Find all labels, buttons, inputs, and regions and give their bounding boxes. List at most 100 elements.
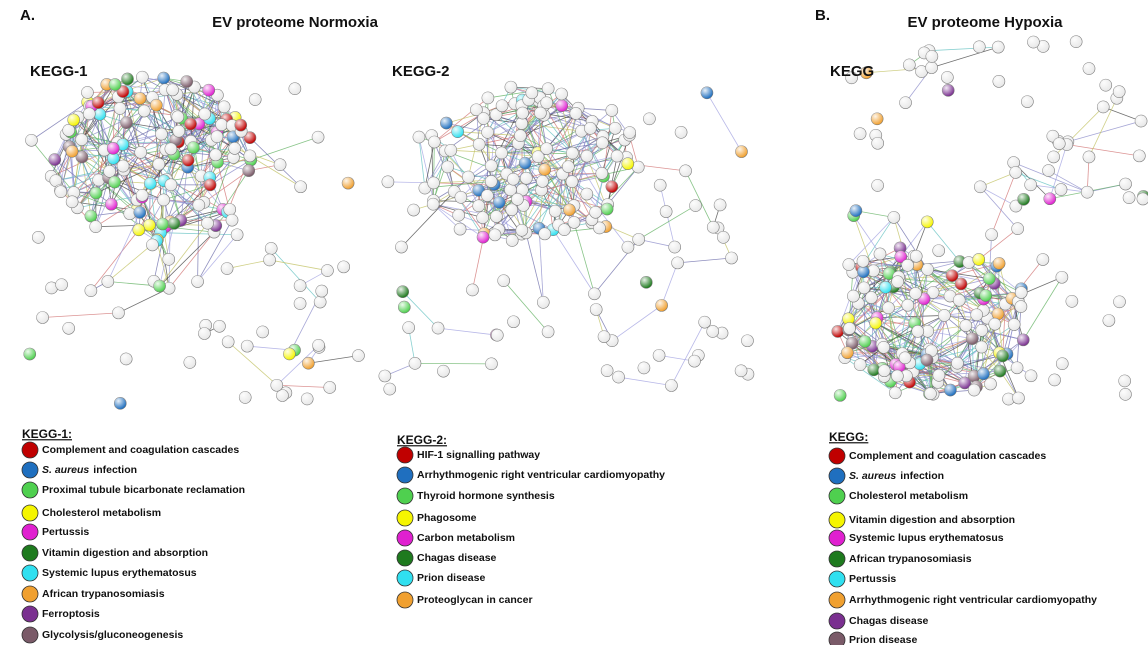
edge bbox=[164, 89, 180, 132]
node-shine bbox=[472, 199, 485, 212]
node-shine bbox=[992, 75, 1005, 88]
node-shine bbox=[878, 364, 891, 377]
edge bbox=[73, 192, 130, 215]
edge bbox=[432, 141, 435, 205]
node-shine bbox=[1119, 178, 1132, 191]
node-shine bbox=[887, 211, 900, 224]
legend-label: Complement and coagulation cascades bbox=[849, 450, 1046, 462]
legend-swatch bbox=[396, 549, 414, 567]
node-shine bbox=[846, 337, 859, 350]
node-shine bbox=[903, 58, 916, 71]
node-shine bbox=[152, 158, 165, 171]
legend-label: Complement and coagulation cascades bbox=[42, 444, 239, 456]
edge bbox=[250, 136, 319, 161]
node-shine bbox=[54, 185, 67, 198]
node-shine bbox=[1065, 295, 1078, 308]
node-shine bbox=[265, 242, 278, 255]
node-shine bbox=[432, 322, 445, 335]
node-shine bbox=[994, 365, 1007, 378]
edge bbox=[1048, 170, 1088, 193]
node-shine bbox=[992, 307, 1005, 320]
node-shine bbox=[444, 144, 457, 157]
edge bbox=[155, 105, 172, 150]
node-shine bbox=[1017, 193, 1030, 206]
node-shine bbox=[858, 281, 871, 294]
node-shine bbox=[107, 142, 120, 155]
node-shine bbox=[921, 215, 934, 228]
edge bbox=[144, 110, 179, 132]
node-shine bbox=[1097, 100, 1110, 113]
legend-label: Cholesterol metabolism bbox=[42, 507, 161, 519]
edge bbox=[538, 228, 544, 303]
network-label: KEGG bbox=[830, 63, 874, 80]
node-shine bbox=[842, 258, 855, 271]
node-shine bbox=[162, 253, 175, 266]
node-shine bbox=[668, 241, 681, 254]
node-shine bbox=[109, 78, 122, 91]
edge bbox=[227, 259, 270, 269]
node-shine bbox=[891, 275, 904, 288]
node-shine bbox=[515, 224, 528, 237]
legend-swatch bbox=[21, 523, 39, 541]
node-shine bbox=[845, 71, 858, 84]
legend-text: African trypanosomiasis bbox=[849, 553, 972, 565]
edge bbox=[978, 259, 1022, 293]
node-shine bbox=[889, 386, 902, 399]
networks bbox=[23, 35, 1148, 410]
legend-label: HIF-1 signalling pathway bbox=[417, 449, 540, 461]
node-shine bbox=[45, 281, 58, 294]
edge bbox=[927, 325, 966, 332]
legend-label: Cholesterol metabolism bbox=[849, 490, 968, 502]
node-shine bbox=[598, 330, 611, 343]
legend-text: Vitamin digestion and absorption bbox=[42, 547, 208, 559]
nodes bbox=[23, 70, 365, 410]
node-shine bbox=[520, 172, 533, 185]
edge bbox=[1066, 144, 1140, 157]
edge bbox=[671, 321, 706, 386]
node-shine bbox=[921, 325, 934, 338]
node-shine bbox=[854, 358, 867, 371]
edge bbox=[450, 149, 502, 154]
edge bbox=[988, 234, 992, 279]
node-shine bbox=[164, 178, 177, 191]
edge bbox=[858, 256, 902, 304]
node-shine bbox=[975, 341, 988, 354]
node-shine bbox=[276, 389, 289, 402]
node-shine bbox=[1037, 40, 1050, 53]
node-shine bbox=[1024, 178, 1037, 191]
node-shine bbox=[974, 180, 987, 193]
edge bbox=[1015, 172, 1062, 190]
legend-text: Prion disease bbox=[417, 572, 485, 584]
node-shine bbox=[877, 341, 890, 354]
node-shine bbox=[89, 220, 102, 233]
node-shine bbox=[899, 96, 912, 109]
node-shine bbox=[621, 241, 634, 254]
nodes bbox=[378, 80, 755, 396]
node-shine bbox=[882, 301, 895, 314]
edge bbox=[433, 182, 495, 185]
node-shine bbox=[1082, 150, 1095, 163]
edge bbox=[31, 140, 75, 193]
node-shine bbox=[714, 198, 727, 211]
node-shine bbox=[569, 107, 582, 120]
edge bbox=[222, 170, 250, 210]
edge bbox=[170, 123, 200, 186]
legend-text: Arrhythmogenic right ventricular cardiom… bbox=[849, 594, 1097, 606]
node-shine bbox=[1055, 271, 1068, 284]
edge bbox=[917, 331, 984, 375]
node-shine bbox=[514, 129, 527, 142]
node-shine bbox=[497, 274, 510, 287]
node-shine bbox=[865, 291, 878, 304]
legend-text: Pertussis bbox=[42, 526, 89, 538]
node-shine bbox=[873, 247, 886, 260]
legend-heading: KEGG: bbox=[829, 430, 868, 444]
node-shine bbox=[542, 325, 555, 338]
node-shine bbox=[893, 360, 906, 373]
legend-text: Cholesterol metabolism bbox=[849, 490, 968, 502]
edge bbox=[927, 330, 973, 340]
node-shine bbox=[209, 148, 222, 161]
node-shine bbox=[959, 319, 972, 332]
legend-text: Systemic lupus erythematosus bbox=[849, 532, 1004, 544]
node-shine bbox=[114, 397, 127, 410]
legend-heading: KEGG-1: bbox=[22, 427, 72, 441]
